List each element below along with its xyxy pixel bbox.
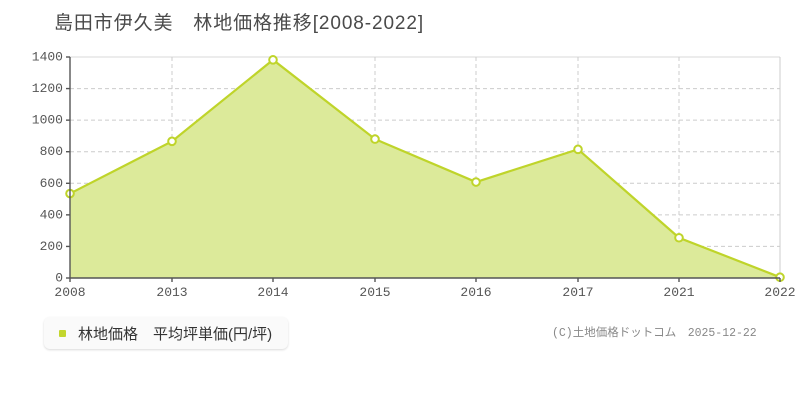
svg-text:2015: 2015 <box>359 285 390 300</box>
svg-text:2014: 2014 <box>257 285 288 300</box>
svg-text:400: 400 <box>40 207 63 222</box>
svg-text:800: 800 <box>40 144 63 159</box>
svg-text:600: 600 <box>40 176 63 191</box>
svg-text:2016: 2016 <box>460 285 491 300</box>
svg-text:2013: 2013 <box>156 285 187 300</box>
svg-text:200: 200 <box>40 239 63 254</box>
svg-text:0: 0 <box>55 271 63 286</box>
svg-text:2017: 2017 <box>562 285 593 300</box>
svg-text:2021: 2021 <box>663 285 694 300</box>
svg-text:2008: 2008 <box>54 285 85 300</box>
svg-text:1400: 1400 <box>32 50 63 65</box>
svg-text:2022: 2022 <box>764 285 795 300</box>
svg-text:1000: 1000 <box>32 113 63 128</box>
svg-text:1200: 1200 <box>32 81 63 96</box>
